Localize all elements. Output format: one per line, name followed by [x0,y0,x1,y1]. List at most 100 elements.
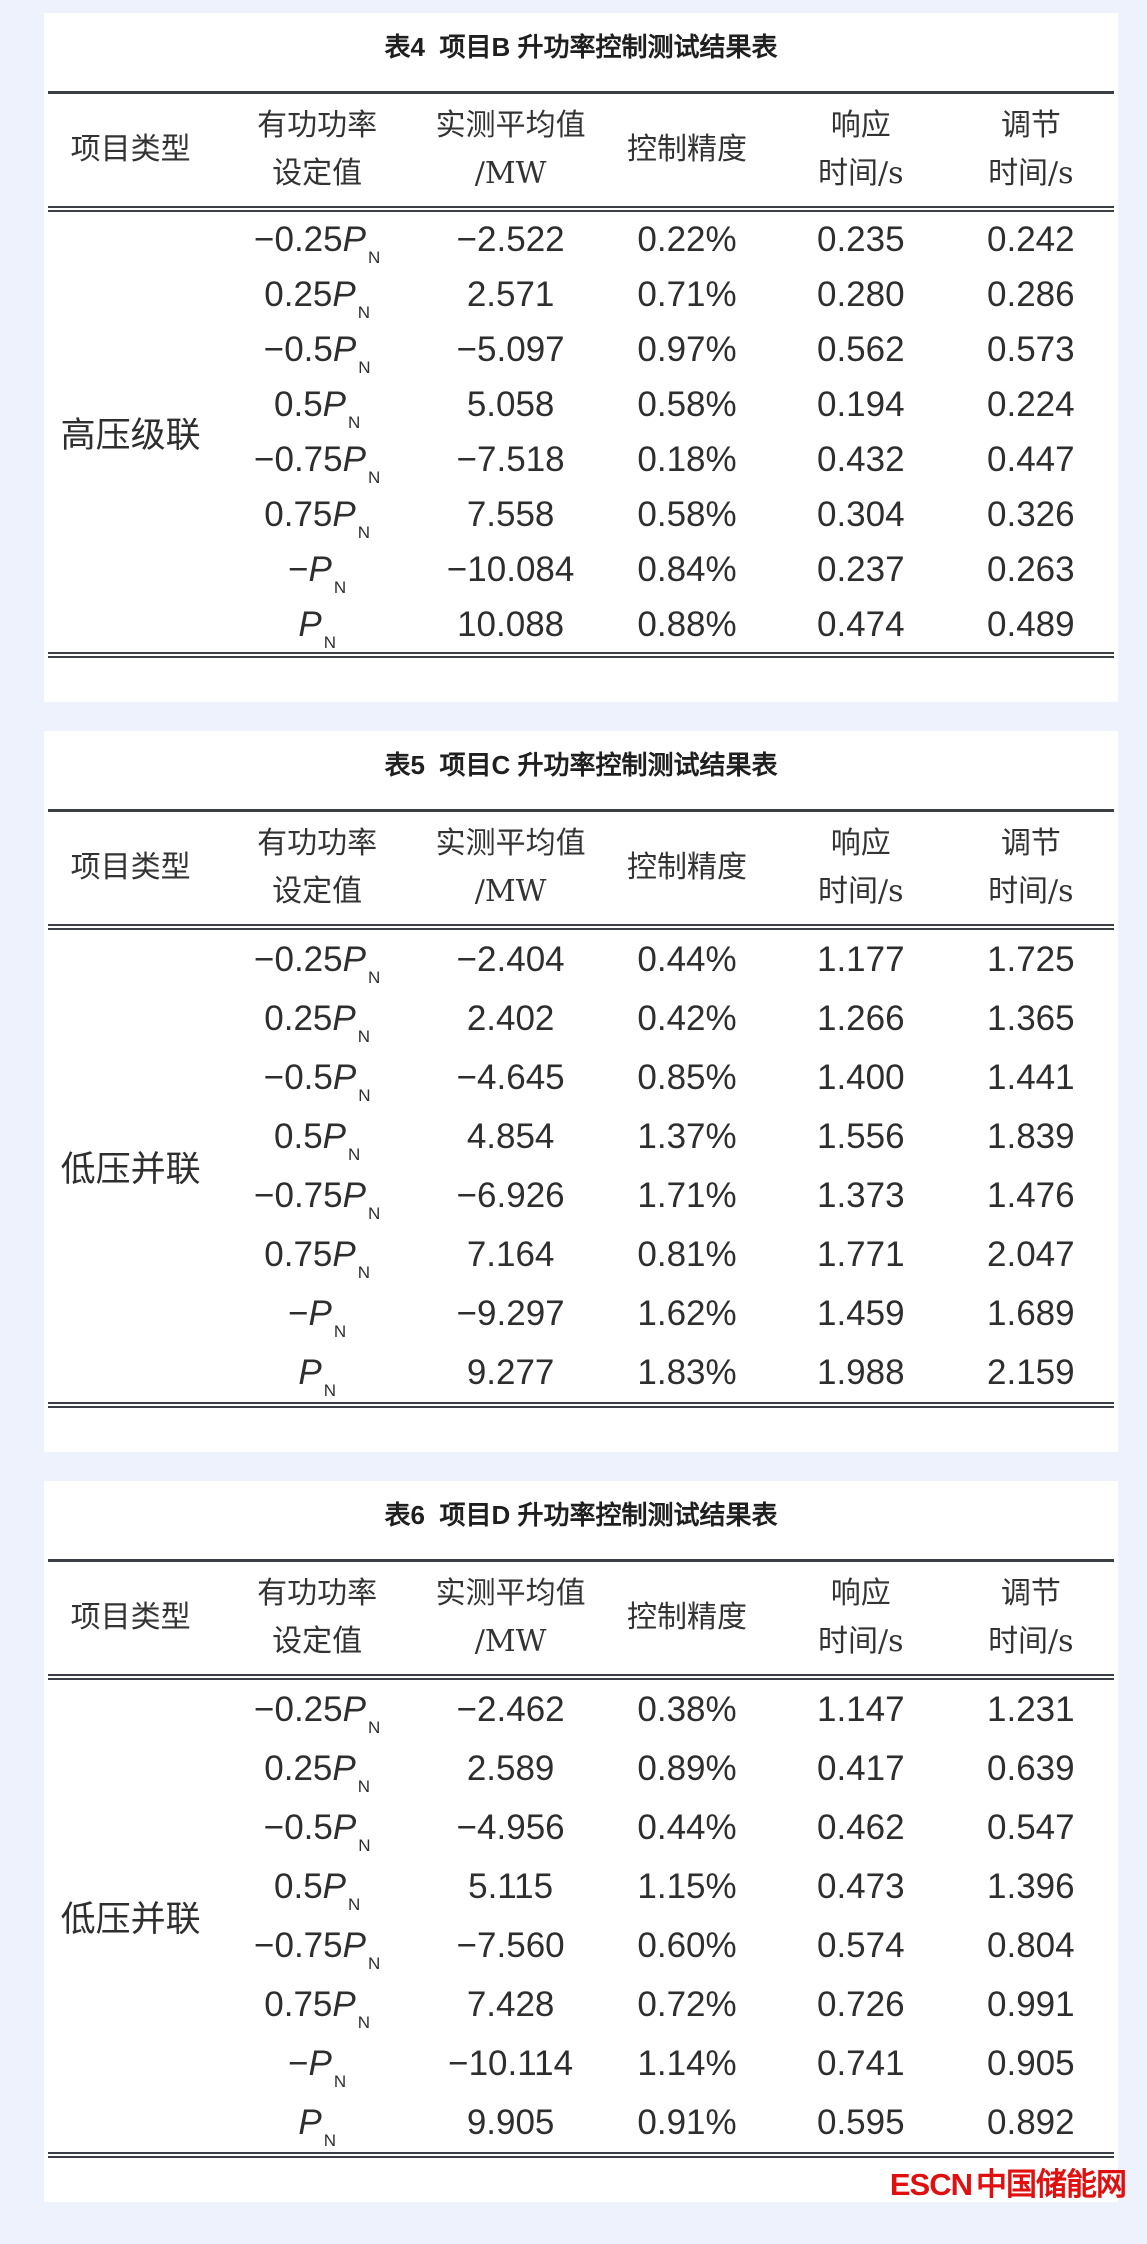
table-row: 低压并联 −0.25P N −2.462 0.38% 1.147 1.231 [48,1677,1114,1939]
measured-avg-cell: −4.645 [456,1057,565,1097]
settling-time-cell: 1.839 [987,1116,1075,1156]
table-row: 0.75P N 7.558 0.58% 0.304 0.326 [48,487,1114,542]
header-row: 项目类型 有功功率 设定值 实测平均值/MW 控制精度 响应 时间/s 调节 时间/s [48,810,1114,930]
measured-avg-cell: −7.560 [456,1925,565,1965]
column-header-setpoint: 有功功率 设定值 [213,1560,422,1680]
accuracy-cell: 0.18% [637,439,737,479]
table-row: 0.75P N 7.164 0.81% 1.771 2.047 [48,1225,1114,1284]
response-time-cell: 1.266 [816,998,905,1038]
table-title: 表4 项目B 升功率控制测试结果表 [384,32,778,62]
accuracy-cell: 1.71% [637,1175,737,1215]
settling-time-cell: 1.689 [987,1293,1075,1333]
table5-section: 表5 项目C 升功率控制测试结果表 项目类型 有功功率 设定值 实测平均值/MW 控制精… [44,731,1118,1452]
accuracy-cell: 0.44% [637,939,737,979]
response-time-cell: 0.237 [816,549,905,589]
accuracy-cell: 1.37% [637,1116,737,1156]
settling-time-cell: 0.326 [987,494,1075,534]
setpoint-cell: 0.75P N [264,1234,371,1282]
table4-section: 表4 项目B 升功率控制测试结果表 项目类型 有功功率 设定值 实测平均值/MW 控制精… [44,13,1118,702]
measured-avg-cell: 10.088 [457,604,565,644]
settling-time-cell: 0.639 [987,1748,1075,1788]
measured-avg-cell: 7.164 [466,1234,555,1274]
escn-site-name: 中国储能网 [976,2167,1127,2202]
measured-avg-cell: 2.571 [466,274,555,314]
project-type-cell: 高压级联 [60,415,201,455]
table-row: −P N −10.114 1.14% 0.741 0.905 [48,2034,1114,2093]
table-body: 高压级联 −0.25P N −2.522 0.22% 0.235 0.242 0.25P N 2.… [48,209,1114,655]
response-time-cell: 1.177 [816,939,905,979]
table-row: −P N −10.084 0.84% 0.237 0.263 [48,542,1114,597]
measured-avg-cell: 5.058 [466,384,555,424]
accuracy-cell: 0.72% [637,1984,737,2024]
setpoint-cell: 0.75P N [264,1984,371,2032]
settling-time-cell: 0.547 [987,1807,1075,1847]
response-time-cell: 0.462 [816,1807,905,1847]
accuracy-cell: 0.84% [637,549,737,589]
measured-avg-cell: 9.905 [466,2102,555,2142]
settling-time-cell: 2.159 [987,1352,1075,1392]
column-header-response_time: 响应 时间/s [773,92,948,212]
response-time-cell: 0.726 [816,1984,905,2024]
table-row: −0.5P N −4.956 0.44% 0.462 0.547 [48,1798,1114,1857]
table-header: 项目类型 有功功率 设定值 实测平均值/MW 控制精度 响应 时间/s 调节 时间/s [48,810,1114,930]
measured-avg-cell: −2.522 [456,219,565,259]
response-time-cell: 1.147 [816,1689,905,1729]
header-row: 项目类型 有功功率 设定值 实测平均值/MW 控制精度 响应 时间/s 调节 时间/s [48,92,1114,212]
column-header-project_type: 项目类型 [48,1560,214,1680]
table-header: 项目类型 有功功率 设定值 实测平均值/MW 控制精度 响应 时间/s 调节 时间/s [48,1560,1114,1680]
settling-time-cell: 1.365 [987,998,1075,1038]
column-header-project_type: 项目类型 [48,810,214,930]
settling-time-cell: 0.892 [987,2102,1075,2142]
measured-avg-cell: 2.402 [466,998,555,1038]
settling-time-cell: 1.441 [987,1057,1075,1097]
response-time-cell: 1.988 [816,1352,905,1392]
table-body: 低压并联 −0.25P N −2.404 0.44% 1.177 1.725 0.25P N 2.… [48,927,1114,1405]
response-time-cell: 0.432 [816,439,905,479]
accuracy-cell: 1.15% [637,1866,737,1906]
column-header-setpoint: 有功功率 设定值 [213,92,422,212]
column-header-response_time: 响应 时间/s [773,1560,948,1680]
column-header-settling_time: 调节 时间/s [947,810,1114,930]
table-row: 0.25P N 2.571 0.71% 0.280 0.286 [48,267,1114,322]
setpoint-cell: −0.75P N [254,1175,381,1223]
column-header-accuracy: 控制精度 [600,92,774,212]
measured-avg-cell: 2.589 [466,1748,555,1788]
table-row: −0.75P N −6.926 1.71% 1.373 1.476 [48,1166,1114,1225]
header-row: 项目类型 有功功率 设定值 实测平均值/MW 控制精度 响应 时间/s 调节 时间/s [48,1560,1114,1680]
accuracy-cell: 0.22% [637,219,737,259]
settling-time-cell: 1.476 [987,1175,1075,1215]
table-row: 0.75P N 7.428 0.72% 0.726 0.991 [48,1975,1114,2034]
settling-time-cell: 0.447 [987,439,1075,479]
setpoint-cell: −0.25P N [254,219,381,267]
setpoint-cell: 0.25P N [264,1748,371,1796]
response-time-cell: 1.771 [816,1234,905,1274]
settling-time-cell: 1.725 [987,939,1075,979]
setpoint-cell: −0.75P N [254,439,381,487]
response-time-cell: 0.595 [816,2102,905,2142]
settling-time-cell: 0.573 [987,329,1075,369]
response-time-cell: 1.556 [816,1116,905,1156]
setpoint-cell: −P N [288,1293,347,1341]
column-header-measured_avg: 实测平均值/MW [421,1560,601,1680]
measured-avg-cell: 7.428 [466,1984,555,2024]
accuracy-cell: 1.62% [637,1293,737,1333]
column-header-settling_time: 调节 时间/s [947,92,1114,212]
measured-avg-cell: −10.084 [446,549,575,589]
table-header: 项目类型 有功功率 设定值 实测平均值/MW 控制精度 响应 时间/s 调节 时间/s [48,92,1114,212]
settling-time-cell: 0.286 [987,274,1075,314]
column-header-project_type: 项目类型 [48,92,214,212]
table-row: 0.5P N 5.058 0.58% 0.194 0.224 [48,377,1114,432]
column-header-setpoint: 有功功率 设定值 [213,810,422,930]
response-time-cell: 0.417 [816,1748,905,1788]
table-row: −0.5P N −4.645 0.85% 1.400 1.441 [48,1048,1114,1107]
table-row: 高压级联 −0.25P N −2.522 0.22% 0.235 0.242 [48,209,1114,455]
project-type-cell: 低压并联 [60,1149,201,1189]
measured-avg-cell: −2.404 [456,939,565,979]
setpoint-cell: −P N [288,549,347,597]
column-header-response_time: 响应 时间/s [773,810,948,930]
setpoint-cell: 0.75P N [264,494,371,542]
accuracy-cell: 0.97% [637,329,737,369]
